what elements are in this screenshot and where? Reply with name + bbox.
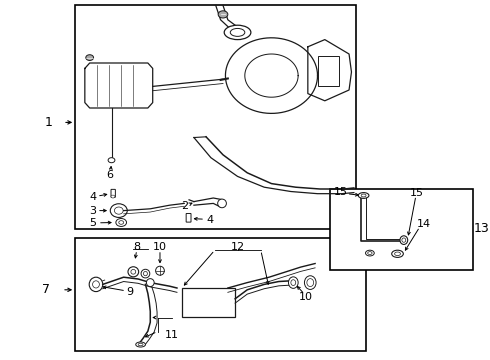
Ellipse shape	[147, 279, 154, 287]
Text: 9: 9	[126, 287, 133, 297]
Ellipse shape	[114, 207, 123, 214]
Text: 14: 14	[417, 219, 431, 229]
Text: 15: 15	[410, 188, 424, 198]
Circle shape	[218, 11, 228, 18]
Text: 3: 3	[90, 206, 97, 216]
Bar	[318, 56, 340, 86]
Bar	[182, 288, 235, 317]
Ellipse shape	[289, 277, 298, 288]
FancyBboxPatch shape	[186, 213, 191, 222]
Text: 12: 12	[230, 242, 245, 252]
Ellipse shape	[156, 266, 164, 275]
Ellipse shape	[131, 269, 136, 274]
Circle shape	[116, 219, 126, 226]
Text: 8: 8	[134, 242, 141, 252]
Circle shape	[119, 221, 123, 224]
Ellipse shape	[141, 269, 150, 278]
Ellipse shape	[128, 267, 139, 277]
Text: 10: 10	[298, 292, 313, 302]
Ellipse shape	[361, 194, 366, 197]
Text: 4: 4	[206, 215, 214, 225]
Text: 2: 2	[181, 201, 188, 211]
Circle shape	[111, 195, 115, 198]
Circle shape	[108, 158, 115, 163]
Ellipse shape	[400, 236, 408, 244]
Ellipse shape	[358, 193, 369, 198]
Text: 15: 15	[334, 186, 348, 197]
Ellipse shape	[138, 343, 143, 346]
Text: 11: 11	[165, 330, 179, 340]
Text: 13: 13	[473, 222, 489, 235]
Ellipse shape	[394, 252, 400, 256]
Text: 5: 5	[90, 218, 97, 228]
Ellipse shape	[136, 342, 146, 347]
Ellipse shape	[218, 199, 226, 208]
Text: 7: 7	[42, 283, 50, 296]
Ellipse shape	[224, 25, 251, 40]
Text: 4: 4	[90, 192, 97, 202]
Ellipse shape	[291, 280, 296, 285]
Ellipse shape	[307, 279, 314, 287]
Ellipse shape	[402, 238, 406, 242]
Ellipse shape	[89, 277, 103, 292]
Text: 1: 1	[45, 116, 52, 129]
Ellipse shape	[368, 252, 372, 255]
Ellipse shape	[366, 250, 374, 256]
Bar	[75, 238, 366, 351]
Text: 10: 10	[153, 242, 167, 252]
Circle shape	[86, 55, 94, 60]
Ellipse shape	[93, 281, 99, 288]
Text: 6: 6	[106, 170, 114, 180]
Ellipse shape	[230, 28, 245, 36]
FancyBboxPatch shape	[111, 189, 115, 197]
Ellipse shape	[304, 276, 316, 289]
Bar	[75, 5, 356, 229]
Bar	[330, 189, 473, 270]
Ellipse shape	[144, 271, 147, 276]
Ellipse shape	[110, 204, 127, 217]
Ellipse shape	[392, 250, 403, 257]
